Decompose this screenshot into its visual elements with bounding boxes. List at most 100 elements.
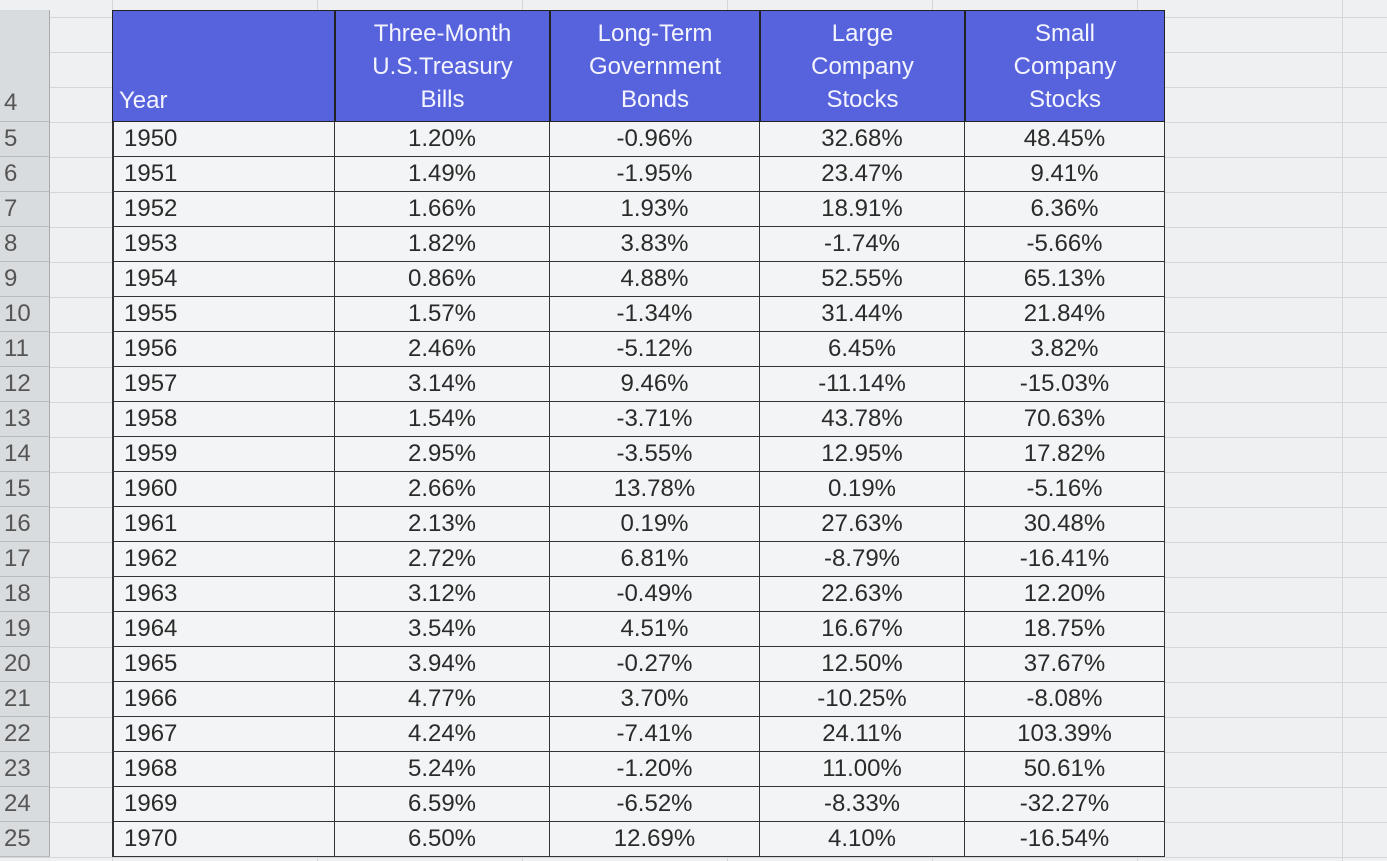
row-number: 21 xyxy=(0,682,50,717)
column-header: Year xyxy=(112,10,335,122)
row-number: 15 xyxy=(0,472,50,507)
return-cell: 11.00% xyxy=(760,752,965,787)
return-cell: 2.72% xyxy=(335,542,550,577)
row-number: 9 xyxy=(0,262,50,297)
year-cell: 1953 xyxy=(112,227,335,262)
year-cell: 1952 xyxy=(112,192,335,227)
year-cell: 1963 xyxy=(112,577,335,612)
return-cell: 22.63% xyxy=(760,577,965,612)
return-cell: 5.24% xyxy=(335,752,550,787)
return-cell: -8.08% xyxy=(965,682,1165,717)
year-cell: 1966 xyxy=(112,682,335,717)
row-number: 11 xyxy=(0,332,50,367)
return-cell: -32.27% xyxy=(965,787,1165,822)
year-cell: 1958 xyxy=(112,402,335,437)
return-cell: 13.78% xyxy=(550,472,760,507)
return-cell: 21.84% xyxy=(965,297,1165,332)
return-cell: 1.20% xyxy=(335,122,550,157)
row-number: 14 xyxy=(0,437,50,472)
return-cell: 6.50% xyxy=(335,822,550,857)
row-number: 16 xyxy=(0,507,50,542)
return-cell: -5.66% xyxy=(965,227,1165,262)
return-cell: 48.45% xyxy=(965,122,1165,157)
return-cell: 1.54% xyxy=(335,402,550,437)
return-cell: 3.94% xyxy=(335,647,550,682)
return-cell: -16.54% xyxy=(965,822,1165,857)
return-cell: 4.77% xyxy=(335,682,550,717)
return-cell: -8.33% xyxy=(760,787,965,822)
year-cell: 1951 xyxy=(112,157,335,192)
row-number: 6 xyxy=(0,157,50,192)
return-cell: -0.27% xyxy=(550,647,760,682)
return-cell: 17.82% xyxy=(965,437,1165,472)
return-cell: 12.20% xyxy=(965,577,1165,612)
column-header: Small Company Stocks xyxy=(965,10,1165,122)
return-cell: 24.11% xyxy=(760,717,965,752)
return-cell: 2.46% xyxy=(335,332,550,367)
row-number: 8 xyxy=(0,227,50,262)
return-cell: 3.14% xyxy=(335,367,550,402)
return-cell: 3.82% xyxy=(965,332,1165,367)
return-cell: -5.12% xyxy=(550,332,760,367)
return-cell: 103.39% xyxy=(965,717,1165,752)
return-cell: -7.41% xyxy=(550,717,760,752)
year-cell: 1960 xyxy=(112,472,335,507)
return-cell: 18.75% xyxy=(965,612,1165,647)
year-cell: 1968 xyxy=(112,752,335,787)
row-number: 10 xyxy=(0,297,50,332)
row-number: 5 xyxy=(0,122,50,157)
year-cell: 1959 xyxy=(112,437,335,472)
return-cell: 6.36% xyxy=(965,192,1165,227)
year-cell: 1965 xyxy=(112,647,335,682)
return-cell: 3.54% xyxy=(335,612,550,647)
return-cell: -0.49% xyxy=(550,577,760,612)
return-cell: 1.66% xyxy=(335,192,550,227)
year-cell: 1969 xyxy=(112,787,335,822)
row-number: 19 xyxy=(0,612,50,647)
return-cell: 12.95% xyxy=(760,437,965,472)
return-cell: 4.24% xyxy=(335,717,550,752)
return-cell: 70.63% xyxy=(965,402,1165,437)
year-cell: 1970 xyxy=(112,822,335,857)
row-number: 12 xyxy=(0,367,50,402)
return-cell: 43.78% xyxy=(760,402,965,437)
return-cell: 4.51% xyxy=(550,612,760,647)
return-cell: -5.16% xyxy=(965,472,1165,507)
return-cell: 6.45% xyxy=(760,332,965,367)
return-cell: -1.74% xyxy=(760,227,965,262)
row-number: 7 xyxy=(0,192,50,227)
return-cell: 2.95% xyxy=(335,437,550,472)
return-cell: 3.83% xyxy=(550,227,760,262)
row-number: 25 xyxy=(0,822,50,857)
return-cell: 37.67% xyxy=(965,647,1165,682)
return-cell: 0.19% xyxy=(550,507,760,542)
return-cell: 16.67% xyxy=(760,612,965,647)
return-cell: -3.71% xyxy=(550,402,760,437)
return-cell: -3.55% xyxy=(550,437,760,472)
return-cell: -11.14% xyxy=(760,367,965,402)
year-cell: 1956 xyxy=(112,332,335,367)
year-cell: 1964 xyxy=(112,612,335,647)
return-cell: 3.70% xyxy=(550,682,760,717)
return-cell: 1.49% xyxy=(335,157,550,192)
return-cell: 52.55% xyxy=(760,262,965,297)
row-number: 22 xyxy=(0,717,50,752)
row-number: 24 xyxy=(0,787,50,822)
column-header: Three-Month U.S.Treasury Bills xyxy=(335,10,550,122)
return-cell: -6.52% xyxy=(550,787,760,822)
row-number: 4 xyxy=(0,10,50,122)
return-cell: 2.13% xyxy=(335,507,550,542)
return-cell: 1.57% xyxy=(335,297,550,332)
return-cell: 4.10% xyxy=(760,822,965,857)
return-cell: 18.91% xyxy=(760,192,965,227)
return-cell: 6.59% xyxy=(335,787,550,822)
year-cell: 1957 xyxy=(112,367,335,402)
return-cell: 0.19% xyxy=(760,472,965,507)
return-cell: 30.48% xyxy=(965,507,1165,542)
year-cell: 1954 xyxy=(112,262,335,297)
return-cell: 32.68% xyxy=(760,122,965,157)
row-number: 18 xyxy=(0,577,50,612)
year-cell: 1950 xyxy=(112,122,335,157)
return-cell: 4.88% xyxy=(550,262,760,297)
